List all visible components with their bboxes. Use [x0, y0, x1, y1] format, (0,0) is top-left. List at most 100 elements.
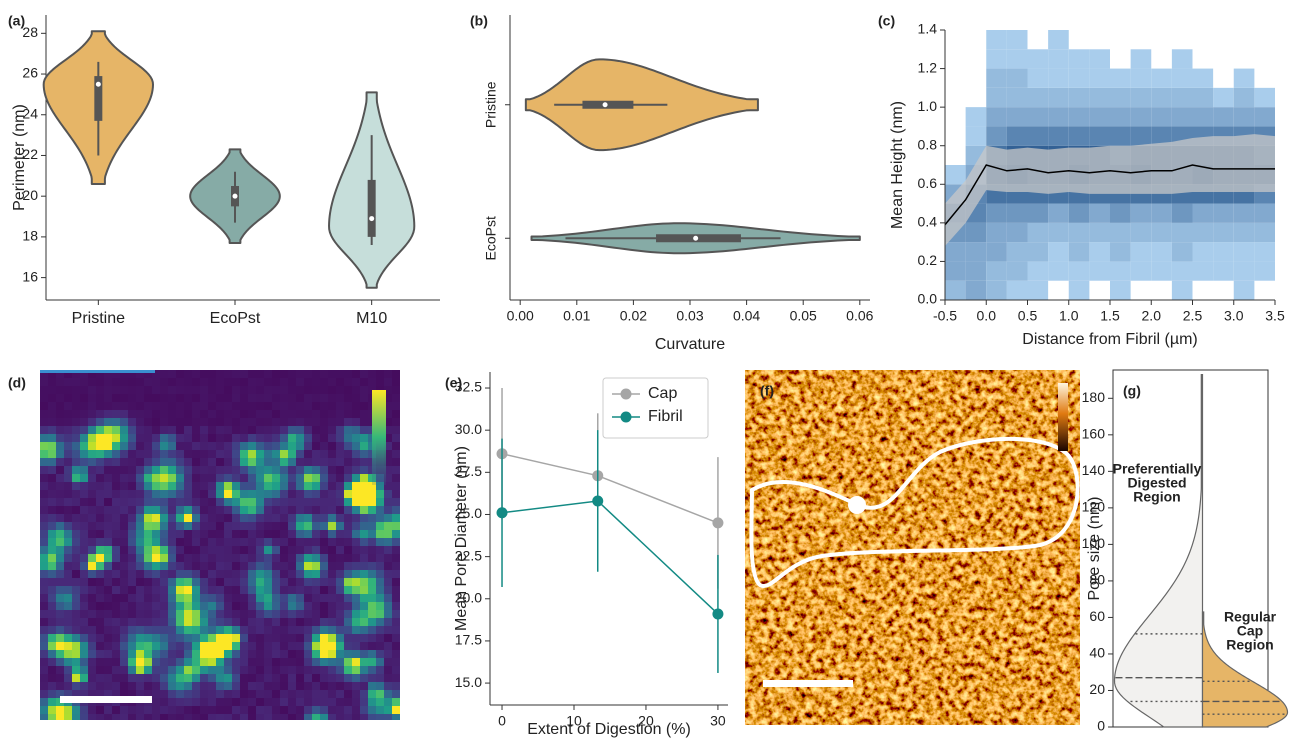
image-pixel: [168, 698, 176, 706]
image-pixel: [288, 562, 296, 570]
image-pixel: [352, 538, 360, 546]
image-pixel: [360, 570, 368, 578]
image-pixel: [152, 618, 160, 626]
y-axis-label: Mean Pore Diameter (nm): [453, 446, 470, 631]
image-pixel: [312, 418, 320, 426]
image-pixel: [88, 530, 96, 538]
image-pixel: [40, 522, 48, 530]
image-pixel: [232, 490, 240, 498]
image-pixel: [376, 546, 384, 554]
image-pixel: [184, 394, 192, 402]
image-pixel: [312, 602, 320, 610]
image-pixel: [64, 394, 72, 402]
image-pixel: [304, 450, 312, 458]
image-pixel: [312, 378, 320, 386]
image-pixel: [392, 586, 400, 594]
image-pixel: [384, 466, 392, 474]
image-pixel: [328, 530, 336, 538]
image-pixel: [288, 482, 296, 490]
image-pixel: [328, 522, 336, 530]
hist-cell: [1110, 203, 1131, 223]
image-pixel: [200, 714, 208, 720]
image-pixel: [392, 570, 400, 578]
image-pixel: [160, 370, 168, 378]
image-pixel: [240, 426, 248, 434]
legend-label: Cap: [648, 385, 677, 402]
image-pixel: [208, 570, 216, 578]
image-pixel: [344, 418, 352, 426]
image-pixel: [304, 506, 312, 514]
image-pixel: [296, 514, 304, 522]
x-tick-label: 0.04: [733, 308, 760, 324]
image-pixel: [184, 570, 192, 578]
image-pixel: [216, 714, 224, 720]
image-pixel: [120, 674, 128, 682]
image-pixel: [56, 682, 64, 690]
image-pixel: [288, 570, 296, 578]
image-pixel: [136, 586, 144, 594]
image-pixel: [320, 402, 328, 410]
image-pixel: [344, 370, 352, 378]
image-pixel: [240, 530, 248, 538]
image-pixel: [224, 458, 232, 466]
image-pixel: [288, 546, 296, 554]
image-pixel: [368, 562, 376, 570]
image-pixel: [208, 578, 216, 586]
image-pixel: [232, 674, 240, 682]
image-pixel: [240, 522, 248, 530]
image-pixel: [72, 506, 80, 514]
image-pixel: [328, 394, 336, 402]
image-pixel: [208, 618, 216, 626]
image-pixel: [80, 570, 88, 578]
image-pixel: [136, 498, 144, 506]
hist-cell: [1130, 261, 1152, 281]
image-pixel: [296, 466, 304, 474]
image-pixel: [344, 514, 352, 522]
image-pixel: [208, 554, 216, 562]
image-pixel: [168, 402, 176, 410]
image-pixel: [96, 570, 104, 578]
image-pixel: [296, 482, 304, 490]
image-pixel: [128, 594, 136, 602]
y-tick-label: 180: [1082, 389, 1106, 405]
image-pixel: [288, 674, 296, 682]
image-pixel: [160, 482, 168, 490]
image-pixel: [208, 610, 216, 618]
image-pixel: [280, 522, 288, 530]
image-pixel: [120, 714, 128, 720]
image-pixel: [168, 514, 176, 522]
image-pixel: [40, 658, 48, 666]
hist-cell: [986, 222, 1007, 243]
image-pixel: [240, 562, 248, 570]
image-pixel: [96, 530, 104, 538]
image-pixel: [368, 706, 376, 714]
image-pixel: [136, 610, 144, 618]
image-pixel: [184, 538, 192, 546]
image-pixel: [88, 594, 96, 602]
image-pixel: [72, 410, 80, 418]
image-pixel: [336, 370, 344, 378]
image-pixel: [216, 602, 224, 610]
image-pixel: [216, 706, 224, 714]
image-pixel: [128, 410, 136, 418]
image-pixel: [336, 490, 344, 498]
hist-cell: [986, 126, 1007, 146]
image-pixel: [280, 426, 288, 434]
image-pixel: [56, 402, 64, 410]
image-pixel: [88, 674, 96, 682]
image-pixel: [96, 658, 104, 666]
image-pixel: [48, 522, 56, 530]
image-pixel: [120, 562, 128, 570]
image-pixel: [80, 610, 88, 618]
image-pixel: [296, 594, 304, 602]
image-pixel: [336, 642, 344, 650]
image-pixel: [208, 514, 216, 522]
hist-cell: [1130, 87, 1152, 108]
image-pixel: [256, 546, 264, 554]
image-pixel: [344, 434, 352, 442]
image-pixel: [192, 410, 200, 418]
image-pixel: [272, 426, 280, 434]
image-pixel: [176, 666, 184, 674]
image-pixel: [264, 674, 272, 682]
image-pixel: [344, 426, 352, 434]
